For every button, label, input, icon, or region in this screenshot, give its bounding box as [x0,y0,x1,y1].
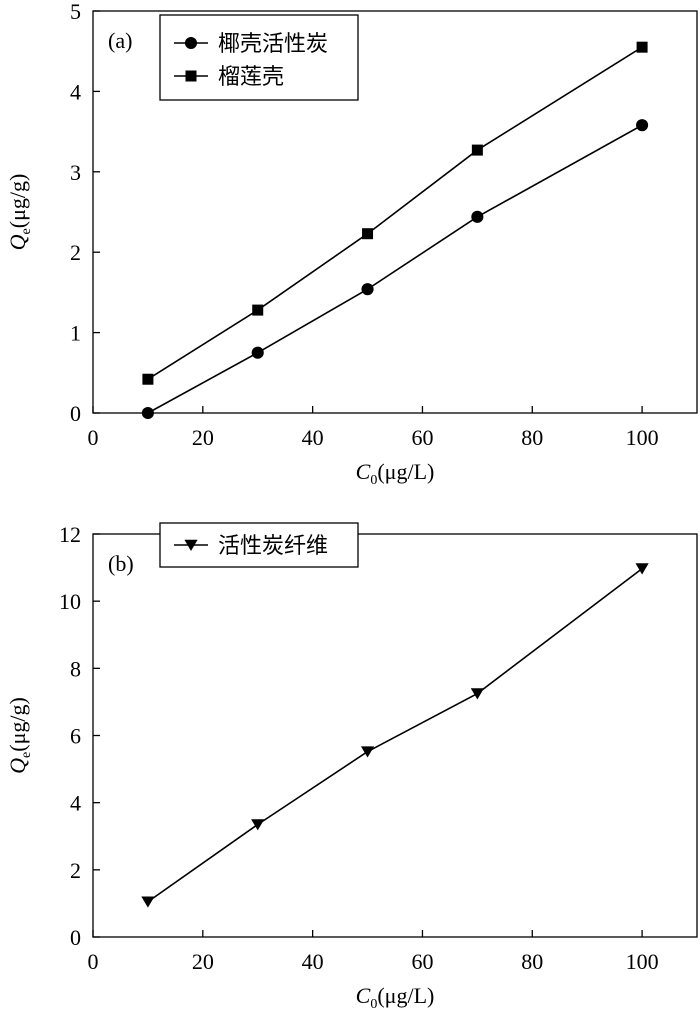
y-tick-label: 2 [70,240,81,265]
x-axis-label-subscript: 0 [370,997,377,1012]
legend-box [159,14,359,101]
x-axis-label-unit: (μg/L) [377,983,434,1008]
x-tick-label: 40 [302,425,324,450]
series-line [147,567,643,903]
legend-entry: 椰壳活性炭 [218,32,328,57]
legend: 活性炭纤维 [159,522,359,568]
panel-label: (b) [108,551,134,576]
x-tick-label: 100 [626,425,659,450]
series-2 [142,41,648,385]
x-axis-label-variable: C [356,459,371,484]
x-axis-label-subscript: 0 [370,473,377,488]
y-axis-label-unit: (μg/g) [5,697,30,752]
data-point [471,210,484,223]
y-tick-label: 0 [70,401,81,426]
data-point [636,41,648,53]
x-axis-label-unit: (μg/L) [377,459,434,484]
x-tick-label: 100 [626,949,659,974]
x-tick-label: 40 [302,949,324,974]
y-tick-label: 1 [70,321,81,346]
y-tick-label: 4 [70,791,81,816]
data-point [141,406,154,420]
data-point [361,283,374,296]
data-point [251,819,265,831]
data-point [470,688,484,700]
series-line [147,124,643,414]
x-tick-label: 80 [521,949,543,974]
y-tick-label: 2 [70,858,81,883]
y-axis-label: Qe(μg/g) [5,697,34,774]
x-tick-label: 60 [411,425,433,450]
legend-marker [184,539,198,551]
x-axis-label: C0(μg/L) [356,983,435,1012]
x-tick-label: 0 [88,949,99,974]
y-axis-label-subscript: e [19,228,34,234]
data-point [252,304,264,316]
y-tick-label: 3 [70,160,81,185]
y-axis-label: Qe(μg/g) [5,174,34,251]
x-axis-label-variable: C [356,983,371,1008]
y-axis-label-subscript: e [19,752,34,758]
series-1 [141,563,649,908]
data-point [142,373,154,385]
y-tick-label: 8 [70,656,81,681]
chart-panel-b: 0 20 40 60 80 100024681012C0(μg/L)Qe(μg/g)(b)… [5,522,698,1012]
y-axis-label-unit: (μg/g) [5,174,30,229]
y-tick-label: 12 [59,522,81,547]
data-point [636,119,649,132]
legend-entry: 榴莲壳 [218,65,284,90]
y-tick-label: 10 [59,589,81,614]
y-tick-label: 4 [70,79,81,104]
data-point [635,563,649,575]
x-tick-label: 20 [192,949,214,974]
data-point [251,346,264,359]
x-tick-label: 80 [521,425,543,450]
panel-label: (a) [108,28,132,53]
x-tick-label: 60 [411,949,433,974]
series-1 [141,119,649,420]
x-tick-label: 0 [88,425,99,450]
y-axis-label-variable: Q [5,758,30,774]
legend-marker [184,36,198,50]
legend-entry: 活性炭纤维 [218,534,328,559]
legend-marker [185,70,197,82]
data-point [362,228,374,240]
data-point [141,896,155,908]
y-tick-label: 0 [70,925,81,950]
y-tick-label: 6 [70,724,81,749]
x-tick-label: 20 [192,425,214,450]
plot-frame [92,10,698,414]
data-point [471,144,483,156]
data-point [360,746,375,758]
x-axis-label: C0(μg/L) [356,459,435,488]
y-axis-label-variable: Q [5,234,30,250]
y-tick-label: 5 [70,0,81,24]
